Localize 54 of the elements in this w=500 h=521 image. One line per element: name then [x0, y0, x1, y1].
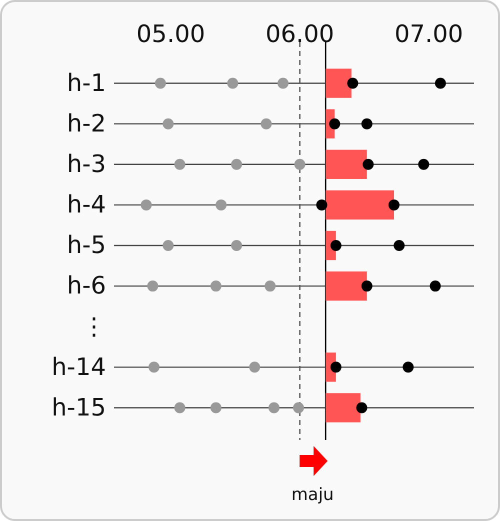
point	[347, 78, 358, 89]
point	[264, 280, 276, 292]
y-tick-label: h-2	[66, 110, 106, 138]
point	[418, 158, 430, 170]
point	[294, 158, 306, 170]
point	[174, 402, 186, 414]
point	[210, 280, 222, 292]
point	[249, 362, 260, 373]
bar	[326, 68, 352, 98]
y-tick-label: h-6	[66, 272, 106, 300]
point	[231, 158, 242, 170]
point	[394, 240, 405, 251]
point	[330, 362, 342, 373]
bar	[326, 190, 394, 220]
point	[162, 118, 174, 130]
y-tick-label: h-5	[66, 231, 106, 260]
x-tick-label: 05.00	[136, 20, 206, 48]
point	[362, 158, 374, 170]
point	[430, 280, 441, 292]
point	[147, 280, 158, 292]
x-tick-label: 06.00	[265, 20, 334, 48]
y-tick-label: ⋮	[82, 312, 106, 340]
point	[231, 240, 242, 251]
point	[330, 240, 342, 251]
point	[154, 78, 166, 89]
y-tick-label: h-14	[52, 352, 106, 381]
y-tick-label: h-4	[66, 190, 106, 219]
bar	[326, 393, 360, 422]
point	[140, 199, 152, 210]
point	[361, 118, 372, 130]
point	[227, 78, 238, 89]
point	[356, 402, 368, 414]
point	[148, 362, 160, 373]
point	[210, 402, 222, 414]
point	[402, 362, 414, 373]
point	[278, 78, 289, 89]
y-tick-label: h-1	[66, 68, 106, 97]
point	[434, 78, 446, 89]
point	[361, 280, 372, 292]
point	[388, 199, 400, 210]
text: maju	[291, 485, 334, 505]
point	[316, 199, 328, 210]
point	[174, 158, 186, 170]
x-tick-label: 07.00	[394, 20, 464, 48]
y-tick-label: h-15	[52, 393, 106, 422]
y-tick-label: h-3	[66, 150, 106, 178]
point	[329, 118, 340, 130]
point	[216, 199, 227, 210]
bar	[326, 150, 367, 179]
point	[293, 402, 304, 414]
point	[268, 402, 280, 414]
point	[260, 118, 272, 130]
bar	[326, 271, 367, 301]
point	[162, 240, 174, 251]
